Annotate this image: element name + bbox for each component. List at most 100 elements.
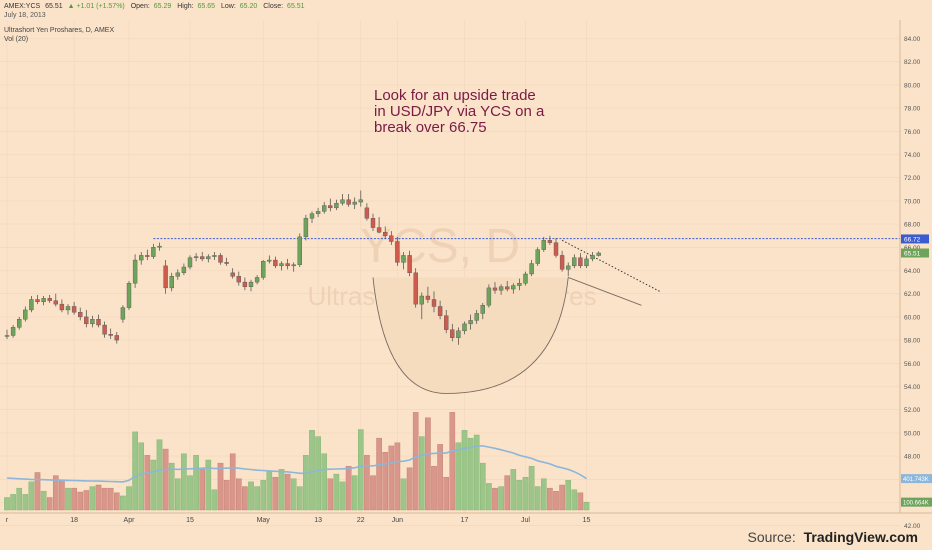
candle-body-72 [444,315,449,330]
candle-body-71 [437,306,443,316]
candle-body-30 [187,257,193,268]
price-tick-label-13: 68.00 [904,222,921,229]
volume-bar-57 [351,475,358,511]
candle-30 [187,255,193,270]
volume-bar-62 [382,451,389,511]
volume-bar-22 [138,442,145,511]
candle-78 [480,302,485,320]
candle-33 [206,254,211,263]
price-tag-bg-0 [901,234,929,244]
watermark-ticker: YCS, D [360,220,520,273]
candle-body-93 [572,257,577,267]
candle-body-22 [138,255,144,261]
candle-81 [498,284,504,295]
candle-93 [572,254,577,269]
candle-body-7 [47,298,52,301]
dotted-trendline [561,239,660,292]
candle-body-59 [364,207,370,219]
volume-bar-44 [272,476,279,511]
volume-bar-9 [59,480,65,511]
candle-76 [468,314,473,330]
volume-tag-label-0: 401.743K [903,477,929,483]
candle-80 [492,282,498,294]
candle-body-78 [480,305,485,314]
candle-body-81 [498,286,504,291]
annotation-line-3: break over 66.75 [374,119,487,136]
candle-54 [334,199,339,211]
volume-bar-89 [547,487,553,511]
volume-bar-81 [498,486,504,511]
volume-bar-69 [425,417,431,511]
price-tick-label-17: 76.00 [904,129,921,136]
volume-bar-39 [242,486,248,511]
volume-ma-line [6,445,587,483]
header-open: 65.29 [154,3,172,10]
volume-bar-23 [144,455,151,511]
volume-bar-40 [248,481,254,511]
candle-body-53 [328,205,333,209]
time-tick-label-2: Apr [124,517,136,524]
candle-20 [126,280,132,310]
price-tick-label-11: 64.00 [904,268,921,275]
volume-bar-41 [254,486,260,511]
candle-94 [578,253,583,269]
candle-body-60 [370,218,376,228]
price-tag-label-0: 66.72 [904,236,921,243]
candle-body-97 [596,252,601,256]
volume-bar-27 [168,462,175,511]
volume-bar-54 [333,473,340,511]
volume-bar-76 [467,437,474,511]
annotation-line-1: Look for an upside trade [374,87,536,104]
volume-bar-7 [46,497,53,511]
volume-bar-70 [431,466,437,511]
candle-body-19 [120,307,126,320]
time-tick-label-7: Jun [392,517,403,524]
volume-bar-64 [394,442,401,511]
candle-body-40 [248,281,254,287]
volume-bar-59 [364,455,370,511]
candle-body-79 [486,287,492,306]
candle-74 [456,327,461,345]
price-tags: 66.72 65.51 401.743K 100.664K [901,234,932,507]
candle-27 [169,272,174,292]
volume-bar-61 [376,437,382,511]
candle-body-18 [114,335,120,341]
volume-bar-48 [297,486,303,511]
price-tick-label-0: 42.00 [904,523,921,530]
candle-body-26 [163,265,168,289]
time-tick-label-6: 22 [357,517,365,524]
candle-body-66 [407,255,412,274]
price-tick-label-12: 66.00 [904,245,921,252]
candle-body-1 [10,327,16,336]
volume-bar-75 [461,430,468,511]
candle-47 [291,262,296,272]
volume-bar-19 [120,495,126,511]
candle-body-58 [358,199,363,203]
price-tick-label-3: 48.00 [904,454,921,461]
candle-91 [559,250,565,272]
candle-15 [96,314,101,328]
candle-body-0 [4,335,10,337]
candles-pane [4,190,601,345]
volume-bar-10 [65,487,71,511]
candle-body-13 [84,316,89,325]
candle-body-12 [77,312,83,318]
candle-body-87 [535,249,540,264]
candle-26 [163,260,168,294]
candle-92 [566,262,571,277]
candle-32 [199,251,205,262]
header-low: 65.20 [240,3,258,10]
candle-82 [505,280,510,292]
candle-88 [541,236,546,252]
candle-48 [297,233,302,268]
candle-38 [236,271,242,286]
volume-bar-80 [492,487,498,511]
candle-77 [474,309,479,324]
volume-bar-32 [199,469,206,511]
header-change: ▲ +1.01 (+1.57%) [68,3,125,10]
volume-bar-77 [473,434,480,511]
handle-trendline [568,277,642,306]
candle-0 [4,329,10,339]
candle-70 [431,291,437,313]
